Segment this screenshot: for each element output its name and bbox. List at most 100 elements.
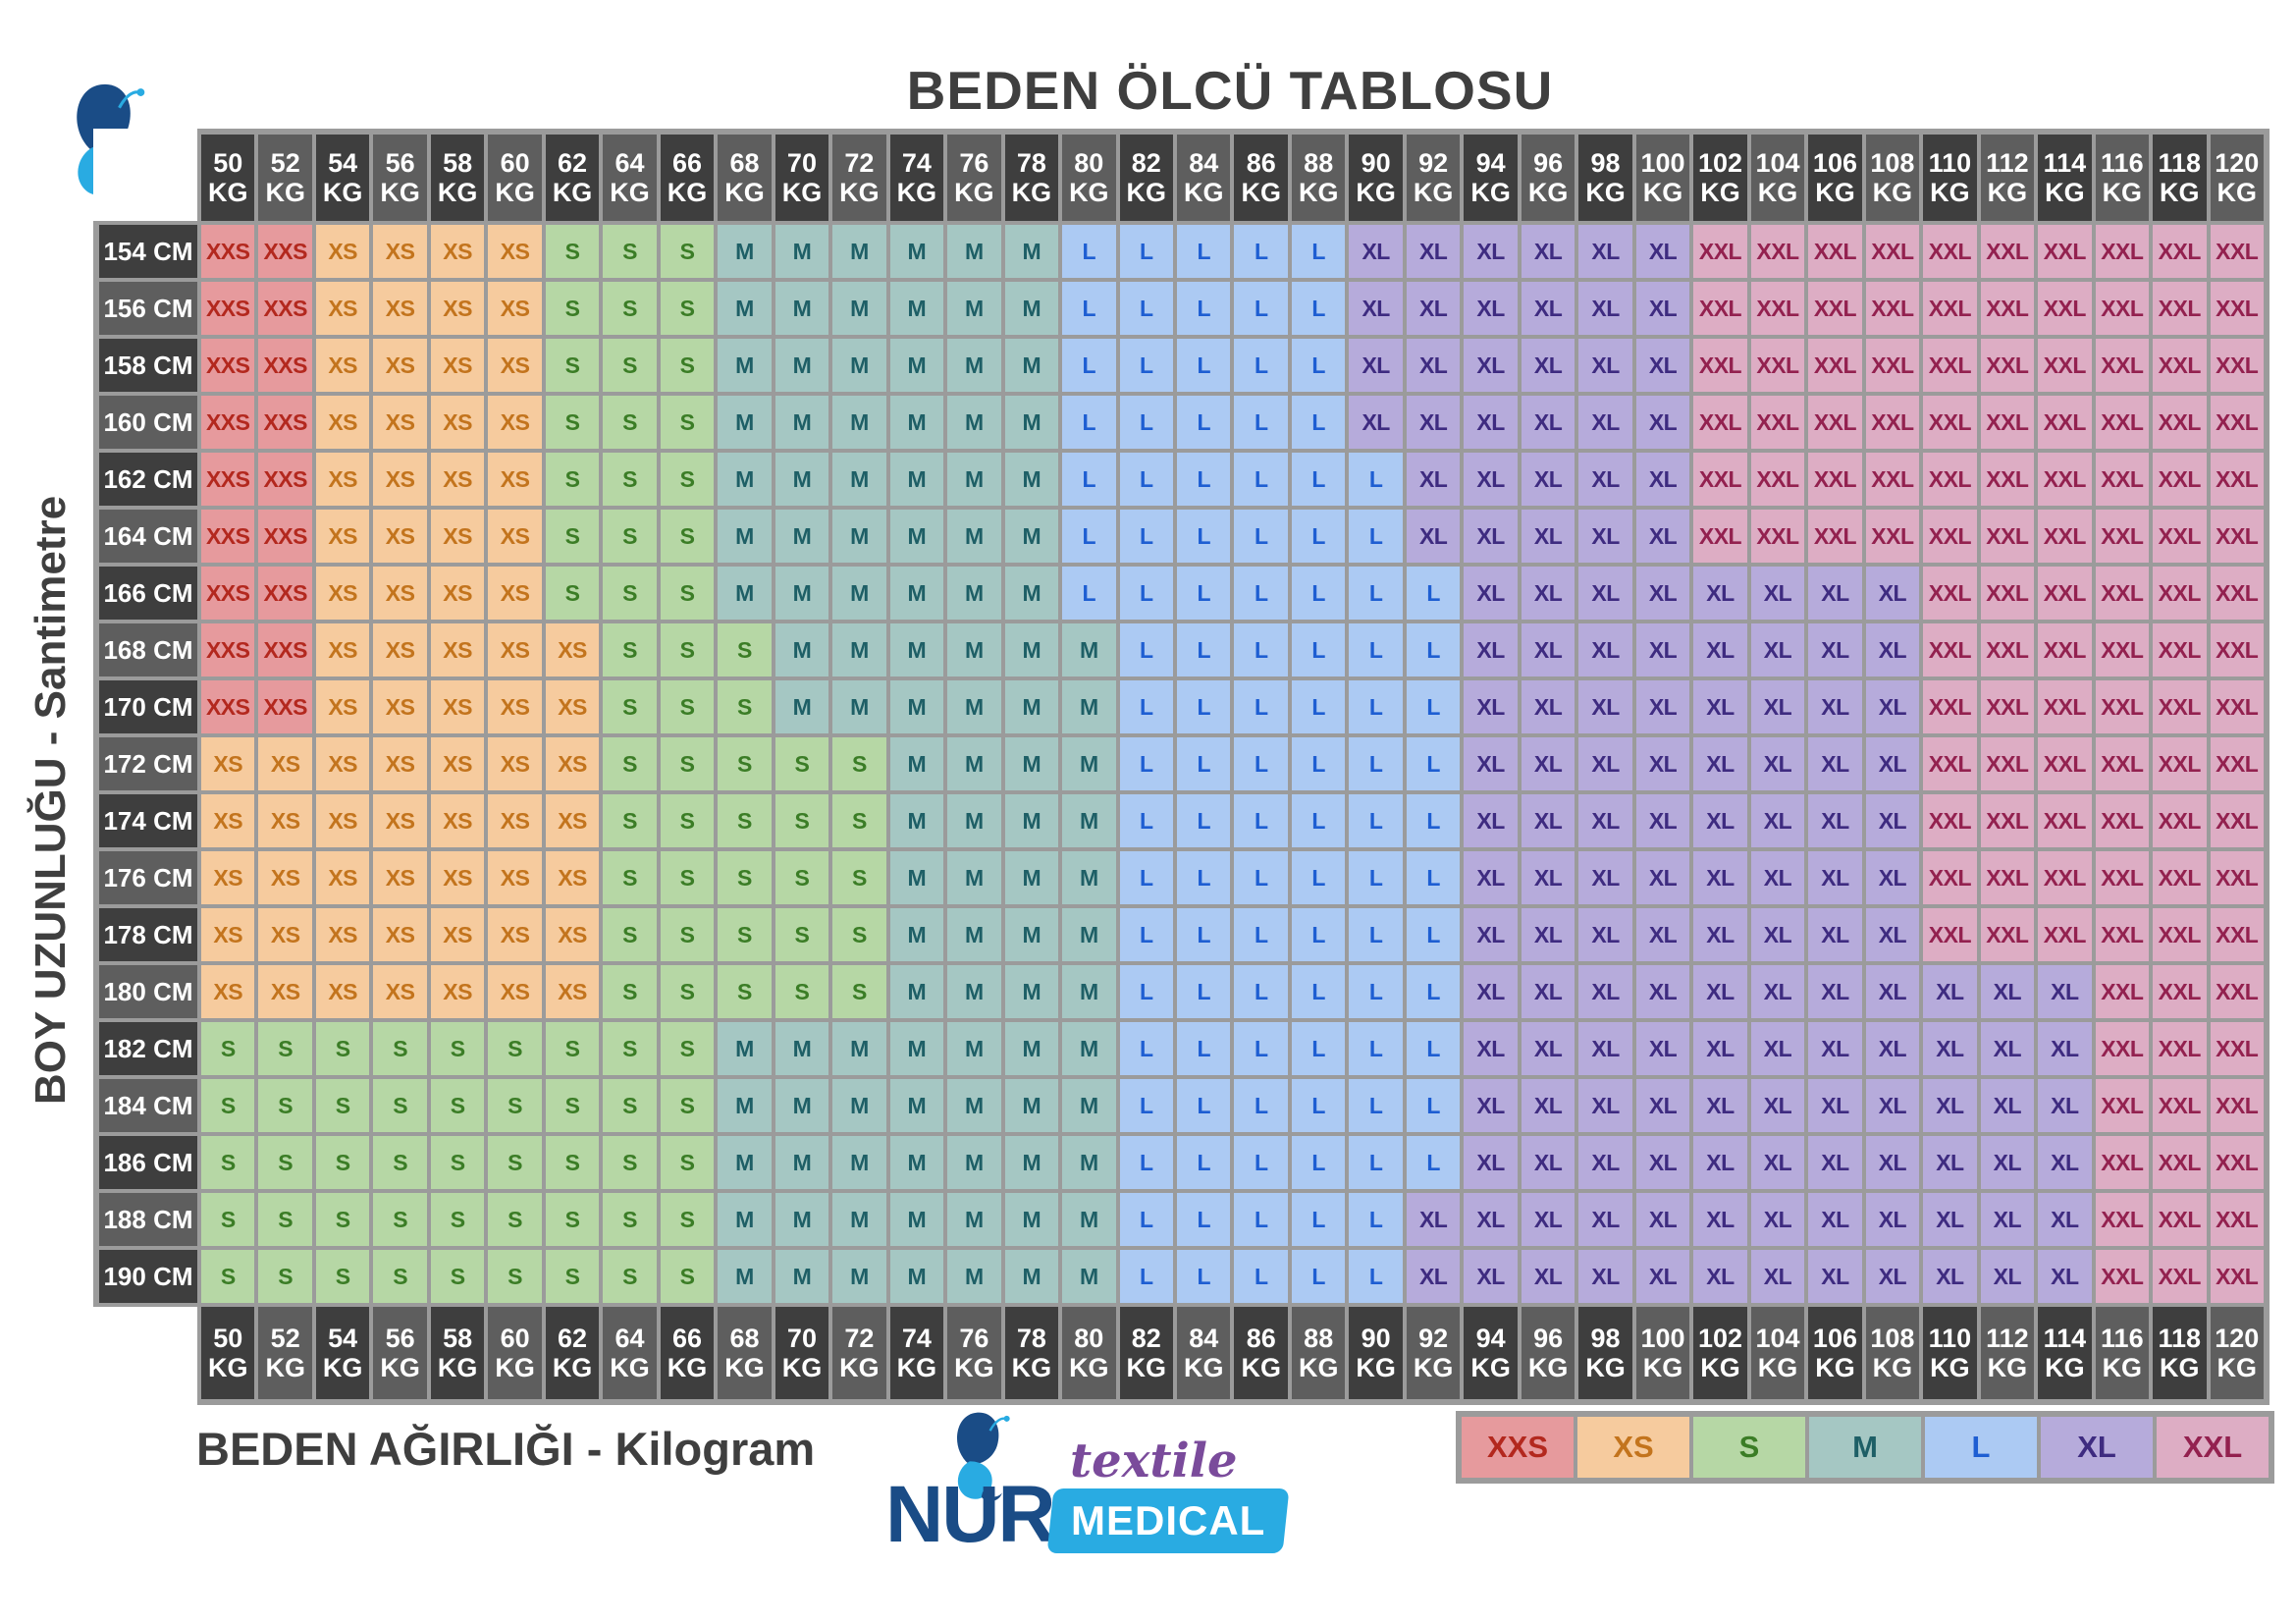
size-cell: XL	[1865, 1250, 1920, 1303]
weight-header-cell: 116 KG	[2095, 135, 2150, 221]
logo: NUR textile MEDICAL	[885, 1406, 1308, 1617]
size-cell: XL	[1464, 282, 1518, 335]
size-cell: XL	[1464, 1136, 1518, 1189]
weight-header-cell: 112 KG	[1980, 135, 2035, 221]
weight-unit: KG	[2216, 1353, 2258, 1382]
size-cell: XL	[1808, 1022, 1862, 1075]
size-cell: XS	[545, 737, 600, 790]
size-cell: XXL	[2153, 794, 2207, 847]
weight-unit: KG	[2102, 178, 2143, 207]
size-cell: M	[947, 794, 1001, 847]
size-cell: XL	[1521, 794, 1575, 847]
size-cell: M	[889, 1136, 944, 1189]
weight-header-cell: 90 KG	[1349, 1307, 1403, 1399]
weight-value: 104	[1755, 1323, 1800, 1353]
weight-header-cell: 110 KG	[1923, 135, 1977, 221]
table-corner	[93, 129, 197, 221]
size-cell: XL	[1635, 282, 1690, 335]
size-cell: XL	[1464, 623, 1518, 676]
size-cell: XS	[315, 453, 370, 506]
weight-value: 70	[786, 1323, 817, 1353]
size-cell: XS	[488, 680, 542, 733]
size-cell: L	[1291, 1022, 1346, 1075]
size-cell: XL	[1693, 794, 1747, 847]
size-cell: M	[889, 1250, 944, 1303]
size-cell: L	[1234, 737, 1288, 790]
weight-header-cell: 72 KG	[832, 1307, 886, 1399]
size-cell: M	[718, 1250, 772, 1303]
size-cell: XXS	[201, 282, 255, 335]
x-axis-label: BEDEN AĞIRLIĞI - Kilogram	[196, 1423, 816, 1475]
weight-unit: KG	[954, 1353, 994, 1382]
size-cell: L	[1291, 794, 1346, 847]
size-cell: M	[947, 567, 1001, 620]
size-cell: M	[889, 225, 944, 278]
size-cell: S	[774, 908, 829, 961]
size-cell: XL	[1635, 965, 1690, 1018]
size-cell: M	[832, 623, 886, 676]
size-cell: XL	[1750, 1193, 1805, 1246]
height-header-cell: 168 CM	[99, 623, 197, 676]
size-cell: XXL	[1923, 851, 1977, 904]
size-cell: L	[1177, 794, 1231, 847]
size-cell: M	[1062, 737, 1116, 790]
size-cell: L	[1349, 1079, 1403, 1132]
size-cell: S	[660, 225, 715, 278]
size-cell: XS	[258, 737, 312, 790]
size-cell: XXS	[258, 339, 312, 392]
size-cell: L	[1291, 1250, 1346, 1303]
size-cell: L	[1349, 794, 1403, 847]
size-cell: XXL	[1693, 510, 1747, 563]
size-cell: XL	[1578, 737, 1632, 790]
size-cell: L	[1234, 225, 1288, 278]
size-cell: XL	[1578, 567, 1632, 620]
weight-unit: KG	[322, 1353, 363, 1382]
size-cell: S	[603, 965, 657, 1018]
size-cell: XL	[2038, 965, 2092, 1018]
size-cell: XS	[373, 623, 427, 676]
size-cell: M	[1004, 453, 1059, 506]
size-cell: S	[545, 396, 600, 449]
weight-unit: KG	[1069, 178, 1109, 207]
size-cell: XS	[430, 225, 485, 278]
weight-header-cell: 74 KG	[889, 1307, 944, 1399]
weight-value: 94	[1475, 1323, 1506, 1353]
size-cell: S	[718, 908, 772, 961]
size-cell: XL	[1750, 1022, 1805, 1075]
size-cell: XS	[488, 908, 542, 961]
size-cell: XL	[1980, 1193, 2035, 1246]
size-cell: L	[1406, 623, 1461, 676]
weight-value: 116	[2101, 1323, 2144, 1353]
size-cell: XXS	[201, 396, 255, 449]
weight-unit: KG	[1470, 1353, 1511, 1382]
size-cell: XL	[1406, 510, 1461, 563]
size-cell: XXL	[1980, 623, 2035, 676]
size-cell: S	[315, 1193, 370, 1246]
weight-unit: KG	[2160, 178, 2200, 207]
size-cell: S	[660, 1250, 715, 1303]
size-cell: XXL	[1693, 453, 1747, 506]
size-cell: XL	[1349, 225, 1403, 278]
size-cell: XL	[1521, 1250, 1575, 1303]
size-cell: M	[774, 567, 829, 620]
size-cell: XXL	[1980, 510, 2035, 563]
size-cell: M	[1004, 908, 1059, 961]
size-cell: L	[1349, 1250, 1403, 1303]
weight-unit: KG	[896, 1353, 937, 1382]
size-cell: XXL	[1980, 680, 2035, 733]
size-cell: XXL	[1808, 453, 1862, 506]
size-cell: XL	[1578, 851, 1632, 904]
size-cell: L	[1291, 282, 1346, 335]
size-cell: M	[889, 1022, 944, 1075]
weight-value: 88	[1304, 1323, 1334, 1353]
size-cell: XXS	[201, 339, 255, 392]
size-cell: XS	[373, 680, 427, 733]
size-cell: XL	[1750, 1250, 1805, 1303]
size-cell: XL	[1578, 282, 1632, 335]
size-cell: L	[1234, 1136, 1288, 1189]
height-header-cell: 182 CM	[99, 1022, 197, 1075]
weight-unit: KG	[1184, 178, 1224, 207]
weight-header-cell: 92 KG	[1406, 1307, 1461, 1399]
size-cell: M	[832, 510, 886, 563]
size-cell: XL	[1693, 851, 1747, 904]
